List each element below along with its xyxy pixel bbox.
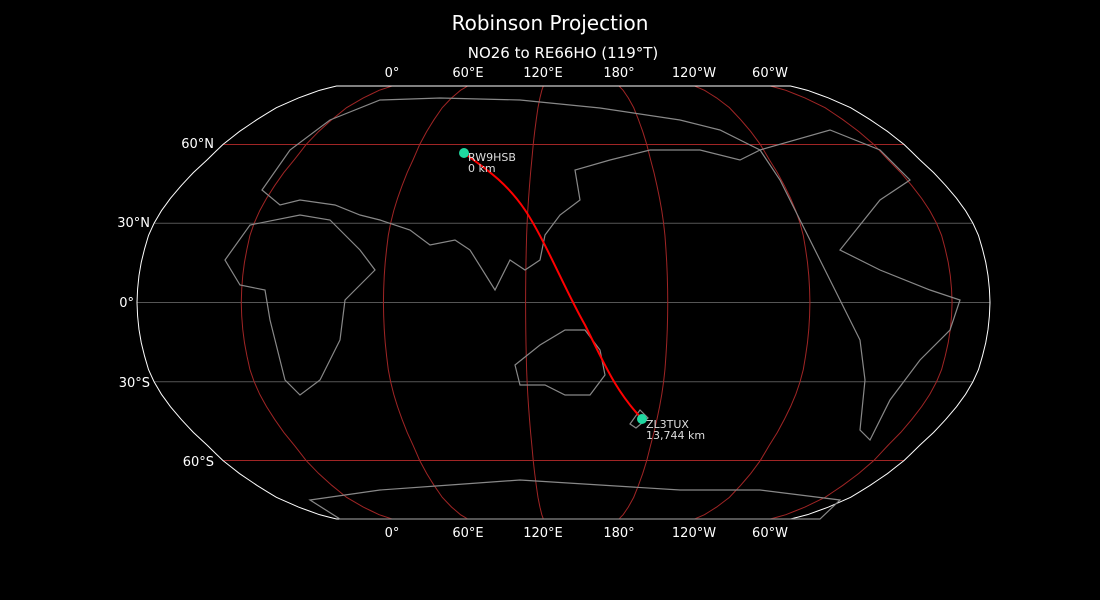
lon-label: 120°W <box>672 66 716 81</box>
end-distance: 13,744 km <box>646 429 705 442</box>
start-callsign: RW9HSB <box>468 151 516 164</box>
lat-label: 0° <box>119 296 134 311</box>
meridian-line <box>240 85 393 520</box>
coastlines <box>224 97 961 520</box>
coast-africa <box>224 214 376 396</box>
lon-label: 180° <box>603 526 634 541</box>
lon-labels-bottom: 0° 60°E 120°E 180° 120°W 60°W <box>385 526 788 541</box>
meridian-line <box>694 85 811 520</box>
lat-label: 30°N <box>117 216 150 231</box>
lon-label: 180° <box>603 66 634 81</box>
coast-antarctica <box>308 479 842 520</box>
lon-labels-top: 0° 60°E 120°E 180° 120°W 60°W <box>385 66 788 81</box>
graticule <box>136 85 991 520</box>
lat-label: 60°S <box>183 455 214 470</box>
route-line <box>463 152 643 420</box>
lon-label: 120°E <box>523 526 563 541</box>
lon-label: 60°W <box>752 66 788 81</box>
end-callsign: ZL3TUX <box>646 418 689 431</box>
map-subtitle: NO26 to RE66HO (119°T) <box>468 44 659 62</box>
lon-label: 0° <box>385 526 400 541</box>
lon-label: 120°W <box>672 526 716 541</box>
lon-label: 60°E <box>452 66 483 81</box>
lon-label: 120°E <box>523 66 563 81</box>
lon-label: 60°E <box>452 526 483 541</box>
coast-australia <box>514 329 606 396</box>
meridian-line <box>618 85 669 520</box>
lat-label: 30°S <box>119 376 150 391</box>
coast-americas <box>759 129 961 442</box>
map-outline <box>136 85 991 520</box>
meridian-line <box>382 85 468 520</box>
lat-label: 60°N <box>181 137 214 152</box>
end-marker[interactable] <box>637 414 647 424</box>
coast-eurasia <box>261 97 762 292</box>
lon-label: 0° <box>385 66 400 81</box>
meridian-line <box>525 85 544 520</box>
start-marker[interactable] <box>459 148 469 158</box>
map-title: Robinson Projection <box>452 11 649 35</box>
lat-labels: 60°N 30°N 0° 30°S 60°S <box>117 137 214 470</box>
meridian-line <box>770 85 953 520</box>
lon-label: 60°W <box>752 526 788 541</box>
start-distance: 0 km <box>468 162 496 175</box>
